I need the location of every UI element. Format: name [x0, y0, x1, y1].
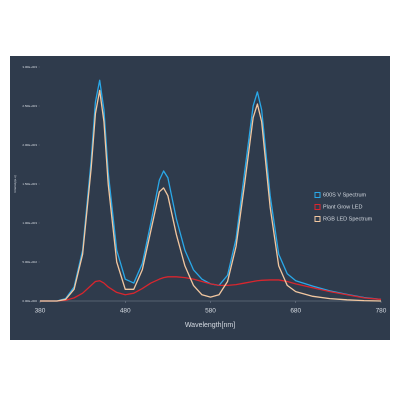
y-tick-label: 2.00E+003 — [22, 143, 37, 147]
legend-label: RGB LED Spectrum — [323, 216, 373, 222]
y-tick-label: 1.50E+003 — [22, 182, 37, 186]
x-tick-label: 680 — [290, 308, 301, 315]
y-tick-label: 0.00E+000 — [22, 299, 37, 303]
y-tick-label: 1.00E+003 — [22, 221, 37, 225]
y-axis-title: Intensity[a.u] — [13, 175, 17, 192]
legend-swatch — [314, 192, 321, 198]
y-tick-label: 3.00E+003 — [22, 65, 37, 69]
series-line — [40, 89, 382, 302]
x-tick-label: 580 — [205, 308, 216, 315]
legend-label: 600S V Spectrum — [323, 192, 367, 198]
x-tick-label: 480 — [120, 308, 131, 315]
series-line — [40, 276, 382, 302]
x-tick-label: 380 — [35, 308, 46, 315]
legend-label: Plant Grow LED — [323, 204, 362, 210]
legend-swatch — [314, 204, 321, 210]
x-tick-label: 780 — [376, 308, 387, 315]
legend-swatch — [314, 216, 321, 222]
y-tick-label: 5.00E+002 — [22, 260, 37, 264]
x-axis-title: Wavelength[nm] — [185, 322, 235, 329]
series-line — [40, 79, 382, 302]
y-tick-label: 2.50E+003 — [22, 104, 37, 108]
